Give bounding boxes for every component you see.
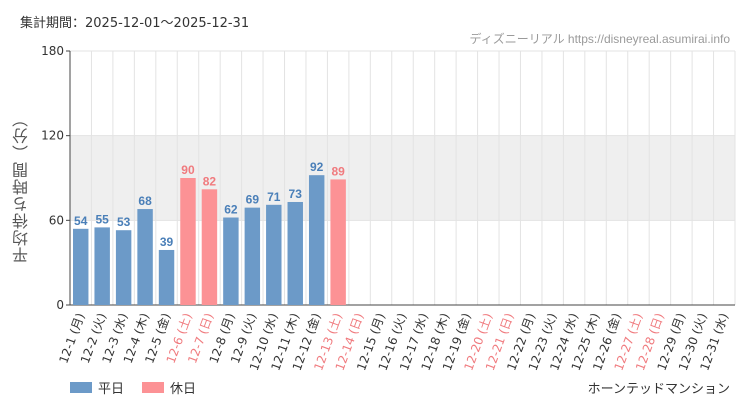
bar-value-label: 55 xyxy=(95,212,109,226)
bar-value-label: 69 xyxy=(246,193,260,207)
bar-7 xyxy=(201,189,218,305)
bar-value-label: 92 xyxy=(310,160,324,174)
bar-2 xyxy=(94,227,110,305)
bar-8 xyxy=(223,217,239,305)
site-credit: ディズニーリアル https://disneyreal.asumirai.inf… xyxy=(469,32,730,46)
legend-swatch-weekday xyxy=(70,382,92,393)
bar-value-label: 39 xyxy=(160,235,174,249)
bar-value-label: 73 xyxy=(289,187,303,201)
bar-6 xyxy=(180,178,196,305)
legend-item-weekday: 平日 xyxy=(70,378,124,397)
bar-value-label: 89 xyxy=(331,164,345,178)
bar-5 xyxy=(158,249,175,305)
bar-10 xyxy=(266,204,282,305)
bar-value-label: 82 xyxy=(203,174,217,188)
bar-13 xyxy=(330,179,346,305)
bar-9 xyxy=(244,207,261,305)
y-tick-label: 180 xyxy=(41,44,64,58)
y-tick-label: 60 xyxy=(49,213,64,227)
y-tick-label: 0 xyxy=(56,298,64,312)
legend: 平日 休日 xyxy=(70,378,196,397)
bar-value-label: 90 xyxy=(181,163,195,177)
legend-swatch-holiday xyxy=(142,382,165,393)
bar-12 xyxy=(308,175,325,305)
attraction-name: ホーンテッドマンション xyxy=(587,381,730,396)
legend-label-holiday: 休日 xyxy=(170,382,197,397)
period-label: 集計期間：2025-12-01～2025-12-31 xyxy=(20,16,250,31)
bar-value-label: 62 xyxy=(224,203,238,217)
band-60-120 xyxy=(70,135,735,221)
bar-value-label: 68 xyxy=(138,194,152,208)
bar-value-label: 54 xyxy=(74,214,88,228)
bar-1 xyxy=(73,228,89,305)
legend-label-weekday: 平日 xyxy=(98,382,125,397)
bar-11 xyxy=(287,201,303,305)
bar-value-label: 53 xyxy=(117,215,131,229)
bar-4 xyxy=(137,209,153,305)
y-tick-label: 120 xyxy=(41,129,64,143)
legend-item-holiday: 休日 xyxy=(142,378,196,397)
bar-3 xyxy=(115,230,132,305)
bar-value-label: 71 xyxy=(267,190,281,204)
